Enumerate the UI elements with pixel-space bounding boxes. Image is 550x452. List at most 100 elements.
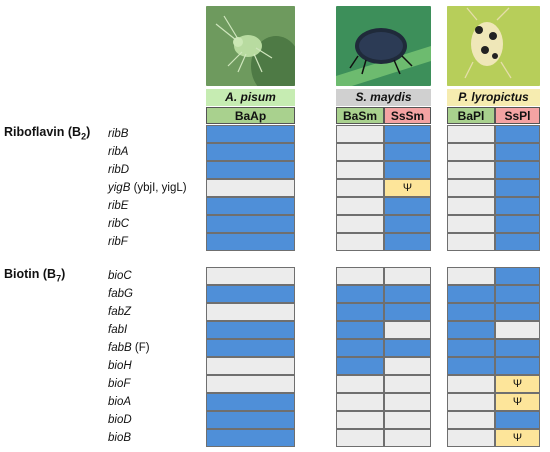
gene-label: bioB xyxy=(108,429,131,447)
gene-present-cell xyxy=(495,339,540,357)
gene-name: ribE xyxy=(108,200,129,212)
gene-present-cell xyxy=(495,303,540,321)
gene-name: bioA xyxy=(108,396,132,408)
gene-present-cell xyxy=(384,233,431,251)
gene-absent-cell xyxy=(384,267,431,285)
gene-absent-cell xyxy=(447,393,495,411)
gene-absent-cell xyxy=(336,375,384,393)
gene-absent-cell xyxy=(336,429,384,447)
gene-present-cell xyxy=(206,393,295,411)
gene-absent-cell xyxy=(447,143,495,161)
gene-absent-cell xyxy=(336,179,384,197)
gene-absent-cell xyxy=(447,197,495,215)
gene-absent-cell xyxy=(384,411,431,429)
gene-present-cell xyxy=(495,143,540,161)
species-header-s-maydis: S. maydis xyxy=(336,89,431,106)
gene-present-cell xyxy=(336,321,384,339)
gene-name: ribB xyxy=(108,128,129,140)
gene-label: bioA xyxy=(108,393,131,411)
gene-present-cell xyxy=(495,125,540,143)
gene-present-cell xyxy=(206,321,295,339)
gene-label: ribC xyxy=(108,215,129,233)
gene-present-cell xyxy=(206,411,295,429)
gene-label: ribA xyxy=(108,143,128,161)
symbiont-header-bapl: BaPl xyxy=(447,107,495,124)
gene-absent-cell xyxy=(384,429,431,447)
species-header-p-lyropictus: P. lyropictus xyxy=(447,89,540,106)
gene-present-cell xyxy=(447,339,495,357)
gene-present-cell xyxy=(384,143,431,161)
pseudogene-cell: Ψ xyxy=(495,429,540,447)
gene-name: ribA xyxy=(108,146,129,158)
gene-name: ribF xyxy=(108,236,128,248)
gene-present-cell xyxy=(206,285,295,303)
gene-alias: (F) xyxy=(131,342,150,354)
gene-present-cell xyxy=(384,303,431,321)
gene-present-cell xyxy=(495,285,540,303)
gene-present-cell xyxy=(447,357,495,375)
gene-present-cell xyxy=(206,215,295,233)
gene-present-cell xyxy=(447,321,495,339)
gene-name: bioC xyxy=(108,270,132,282)
gene-present-cell xyxy=(206,339,295,357)
species-header-a-pisum: A. pisum xyxy=(206,89,295,106)
gene-absent-cell xyxy=(384,375,431,393)
gene-present-cell xyxy=(384,125,431,143)
gene-alias: (ybjI, yigL) xyxy=(130,182,187,194)
gene-present-cell xyxy=(206,143,295,161)
symbiont-header-sssm: SsSm xyxy=(384,107,431,124)
gene-present-cell xyxy=(384,161,431,179)
gene-label: bioD xyxy=(108,411,132,429)
gene-present-cell xyxy=(447,303,495,321)
symbiont-header-basm: BaSm xyxy=(336,107,384,124)
gene-label: bioC xyxy=(108,267,132,285)
gene-absent-cell xyxy=(206,375,295,393)
pseudogene-cell: Ψ xyxy=(384,179,431,197)
gene-name: fabG xyxy=(108,288,133,300)
gene-absent-cell xyxy=(447,215,495,233)
gene-absent-cell xyxy=(206,267,295,285)
gene-absent-cell xyxy=(336,197,384,215)
gene-label: bioH xyxy=(108,357,132,375)
gene-absent-cell xyxy=(336,393,384,411)
pseudogene-cell: Ψ xyxy=(495,375,540,393)
gene-present-cell xyxy=(495,161,540,179)
gene-absent-cell xyxy=(336,125,384,143)
gene-present-cell xyxy=(336,339,384,357)
gene-absent-cell xyxy=(336,411,384,429)
gene-present-cell xyxy=(206,161,295,179)
gene-present-cell xyxy=(495,411,540,429)
gene-present-cell xyxy=(206,233,295,251)
gene-absent-cell xyxy=(384,393,431,411)
gene-name: fabB xyxy=(108,342,132,354)
gene-name: ribD xyxy=(108,164,130,176)
planthopper-photo-s-maydis xyxy=(336,6,431,86)
gene-present-cell xyxy=(384,339,431,357)
pseudogene-cell: Ψ xyxy=(495,393,540,411)
gene-absent-cell xyxy=(447,179,495,197)
section-title-riboflavin: Riboflavin (B2) xyxy=(4,125,91,142)
section-title-biotin: Biotin (B7) xyxy=(4,267,66,284)
gene-label: ribF xyxy=(108,233,128,251)
gene-absent-cell xyxy=(336,267,384,285)
gene-label: bioF xyxy=(108,375,130,393)
gene-absent-cell xyxy=(336,143,384,161)
gene-name: ribC xyxy=(108,218,130,230)
symbiont-header-sspl: SsPl xyxy=(495,107,540,124)
gene-name: bioB xyxy=(108,432,132,444)
gene-absent-cell xyxy=(336,233,384,251)
gene-absent-cell xyxy=(336,161,384,179)
aphid-photo-a-pisum xyxy=(206,6,295,86)
symbiont-header-baap: BaAp xyxy=(206,107,295,124)
gene-present-cell xyxy=(206,125,295,143)
gene-absent-cell xyxy=(336,215,384,233)
gene-present-cell xyxy=(384,215,431,233)
gene-present-cell xyxy=(495,179,540,197)
gene-absent-cell xyxy=(206,303,295,321)
gene-absent-cell xyxy=(206,179,295,197)
gene-name: fabI xyxy=(108,324,128,336)
gene-absent-cell xyxy=(447,233,495,251)
gene-present-cell xyxy=(495,267,540,285)
gene-present-cell xyxy=(495,233,540,251)
gene-absent-cell xyxy=(447,375,495,393)
